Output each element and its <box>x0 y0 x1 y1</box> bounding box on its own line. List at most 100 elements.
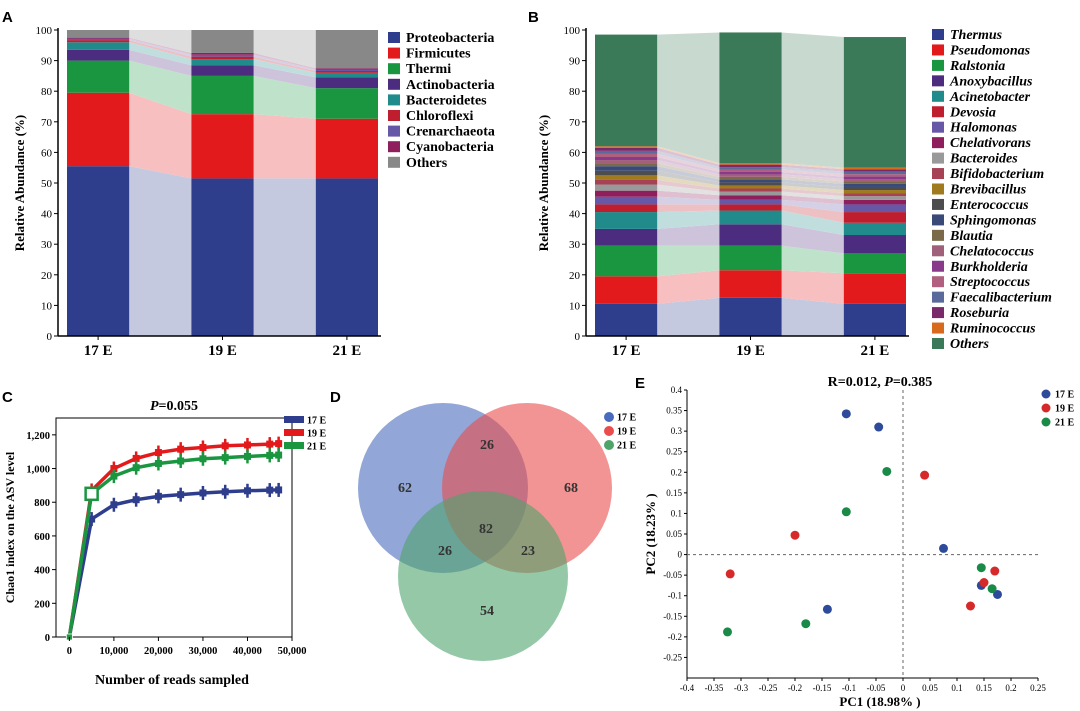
point-marker-21E-7 <box>221 454 229 462</box>
chart-b-stacked-bar: 17 E 19 E 21 E 0 10 20 30 40 50 60 70 80 90 100 Relati… <box>536 25 1052 359</box>
connector-B-0-ralstonia <box>657 245 720 277</box>
legend-label-d-21E: 21 E <box>617 441 637 452</box>
bar-segment-B-19E-chelativorans <box>719 195 782 200</box>
legend-swatch-B-others <box>932 338 944 349</box>
connector-A-0-actinobacteria <box>129 49 192 76</box>
y-tick-label-c-5: 1,000 <box>26 465 50 476</box>
x-tick-label-c-5: 50,000 <box>278 646 307 657</box>
legend-swatch-B-enterococcus <box>932 198 944 210</box>
point-marker-17E-5 <box>177 491 185 499</box>
y-tick-label-B-40: 40 <box>569 209 581 221</box>
bar-segment-B-17E-halomonas <box>595 196 658 205</box>
connector-B-1-streptococcus <box>781 169 844 177</box>
connector-B-1-pseudomonas <box>781 270 844 304</box>
y-tick-label-c-6: 1,200 <box>26 431 50 442</box>
bar-segment-A-17E-crenarchaeota <box>67 38 130 41</box>
x-tick-label-e-8: 0 <box>901 683 906 693</box>
scatter-point-19E-5 <box>966 601 975 611</box>
y-tick-label-A-30: 30 <box>41 239 53 251</box>
bar-segment-A-17E-thermi <box>67 60 130 93</box>
bar-segment-B-19E-anoxybacillus <box>719 224 782 246</box>
line-series-19E <box>67 441 279 638</box>
x-tick-label-c-3: 30,000 <box>189 646 218 657</box>
bar-segment-B-21E-others <box>843 37 906 168</box>
bar-segment-B-17E-roseburia <box>595 147 658 151</box>
y-axis-label-e: PC2 (18.23% ) <box>643 493 658 574</box>
bar-segment-B-21E-faecalibacterium <box>843 171 906 175</box>
y-tick-label-e-4: -0.05 <box>663 570 682 580</box>
bar-segment-A-17E-proteobacteria <box>67 166 130 336</box>
connector-A-1-thermi <box>253 75 316 119</box>
chart-c-rarefaction-line: 0 10,000 20,000 30,000 40,000 50,000 0 200 400 60… <box>3 399 327 688</box>
y-tick-label-B-90: 90 <box>569 56 581 68</box>
scatter-point-21E-5 <box>987 584 997 594</box>
legend-swatch-B-streptococcus <box>932 276 944 288</box>
scatter-point-19E-4 <box>990 566 1000 576</box>
chart-title-c: P=0.055 <box>150 399 198 414</box>
bar-segment-A-17E-cyanobacteria <box>67 37 130 39</box>
legend-swatch-A-cyanobacteria <box>388 141 400 153</box>
legend-swatch-B-chelativorans <box>932 137 944 149</box>
y-tick-label-A-0: 0 <box>47 331 53 343</box>
y-tick-label-e-7: 0.1 <box>671 508 682 518</box>
x-tick-label-e-13: 0.25 <box>1030 683 1046 693</box>
x-tick-label-A-0: 17 E <box>84 343 113 359</box>
y-tick-label-A-70: 70 <box>41 117 53 129</box>
bar-segment-B-19E-halomonas <box>719 199 782 205</box>
x-tick-label-A-1: 19 E <box>208 343 237 359</box>
bar-segment-A-19E-crenarchaeota <box>191 54 254 57</box>
legend-swatch-B-burkholderia <box>932 260 944 272</box>
scatter-point-21E-2 <box>723 627 732 637</box>
bar-segment-A-19E-cyanobacteria <box>191 52 254 55</box>
bar-segment-B-21E-devosia <box>843 212 906 223</box>
connector-B-1-roseburia <box>781 164 844 172</box>
y-tick-label-c-4: 800 <box>34 498 50 509</box>
bar-segment-B-17E-ralstonia <box>595 245 658 277</box>
legend-swatch-A-actinobacteria <box>388 78 400 90</box>
y-tick-label-e-3: -0.1 <box>668 591 682 601</box>
point-marker-21E-4 <box>154 459 162 467</box>
point-marker-21E-8 <box>243 452 251 460</box>
bar-segment-B-19E-enterococcus <box>719 182 782 186</box>
bar-segment-A-17E-actinobacteria <box>67 49 130 61</box>
legend-label-B-sphingomonas: Sphingomonas <box>950 213 1037 228</box>
chart-e-pcoa-scatter: -0.4 -0.35 -0.3 -0.25 -0.2 -0.15 -0.1 -0.05 0 0.0… <box>643 375 1075 709</box>
bar-segment-A-19E-firmicutes <box>191 114 254 179</box>
bar-segment-B-21E-sphingomonas <box>843 183 906 187</box>
point-marker-19E-5 <box>177 445 185 453</box>
connector-B-0-burkholderia <box>657 156 720 175</box>
y-tick-label-e-12: 0.35 <box>666 406 682 416</box>
bar-segment-B-17E-others <box>595 34 658 147</box>
bar-segment-B-21E-blautia <box>843 181 906 184</box>
legend-label-A-bacteroidetes: Bacteroidetes <box>406 93 487 108</box>
connector-B-0-bacteroides <box>657 184 720 196</box>
connector-A-0-thermi <box>129 60 192 115</box>
legend-label-B-acinetobacter: Acinetobacter <box>949 90 1031 105</box>
connector-B-0-brevibacillus <box>657 175 720 189</box>
legend-swatch-B-pseudomonas <box>932 44 944 56</box>
point-marker-21E-9 <box>266 451 274 459</box>
bar-segment-B-19E-devosia <box>719 204 782 211</box>
connector-B-0-acinetobacter <box>657 210 720 229</box>
connector-B-0-streptococcus <box>657 153 720 172</box>
legend-dot-e-19E <box>1041 403 1051 413</box>
connector-B-1-ralstonia <box>781 245 844 274</box>
venn-count-17-21: 26 <box>438 544 452 559</box>
x-tick-label-c-0: 0 <box>67 646 72 657</box>
legend-label-B-others: Others <box>950 337 989 352</box>
bar-segment-B-21E-acinetobacter <box>843 222 906 236</box>
bar-segment-B-21E-thermus <box>843 303 906 336</box>
point-marker-21E-highlight <box>84 486 99 502</box>
bar-segment-B-21E-pseudomonas <box>843 273 906 304</box>
legend-label-B-blautia: Blautia <box>949 229 993 244</box>
connector-B-1-acinetobacter <box>781 210 844 236</box>
bar-segment-B-19E-bacteroides <box>719 191 782 196</box>
scatter-point-17E-2 <box>939 543 948 553</box>
connector-B-0-bifidobacterium <box>657 179 720 192</box>
bar-segment-B-19E-pseudomonas <box>719 270 782 298</box>
y-tick-label-e-8: 0.15 <box>666 488 682 498</box>
connector-A-0-proteobacteria <box>129 166 192 336</box>
connector-B-0-roseburia <box>657 147 720 168</box>
connector-B-1-burkholderia <box>781 171 844 180</box>
venn-count-only-21: 54 <box>480 604 494 619</box>
